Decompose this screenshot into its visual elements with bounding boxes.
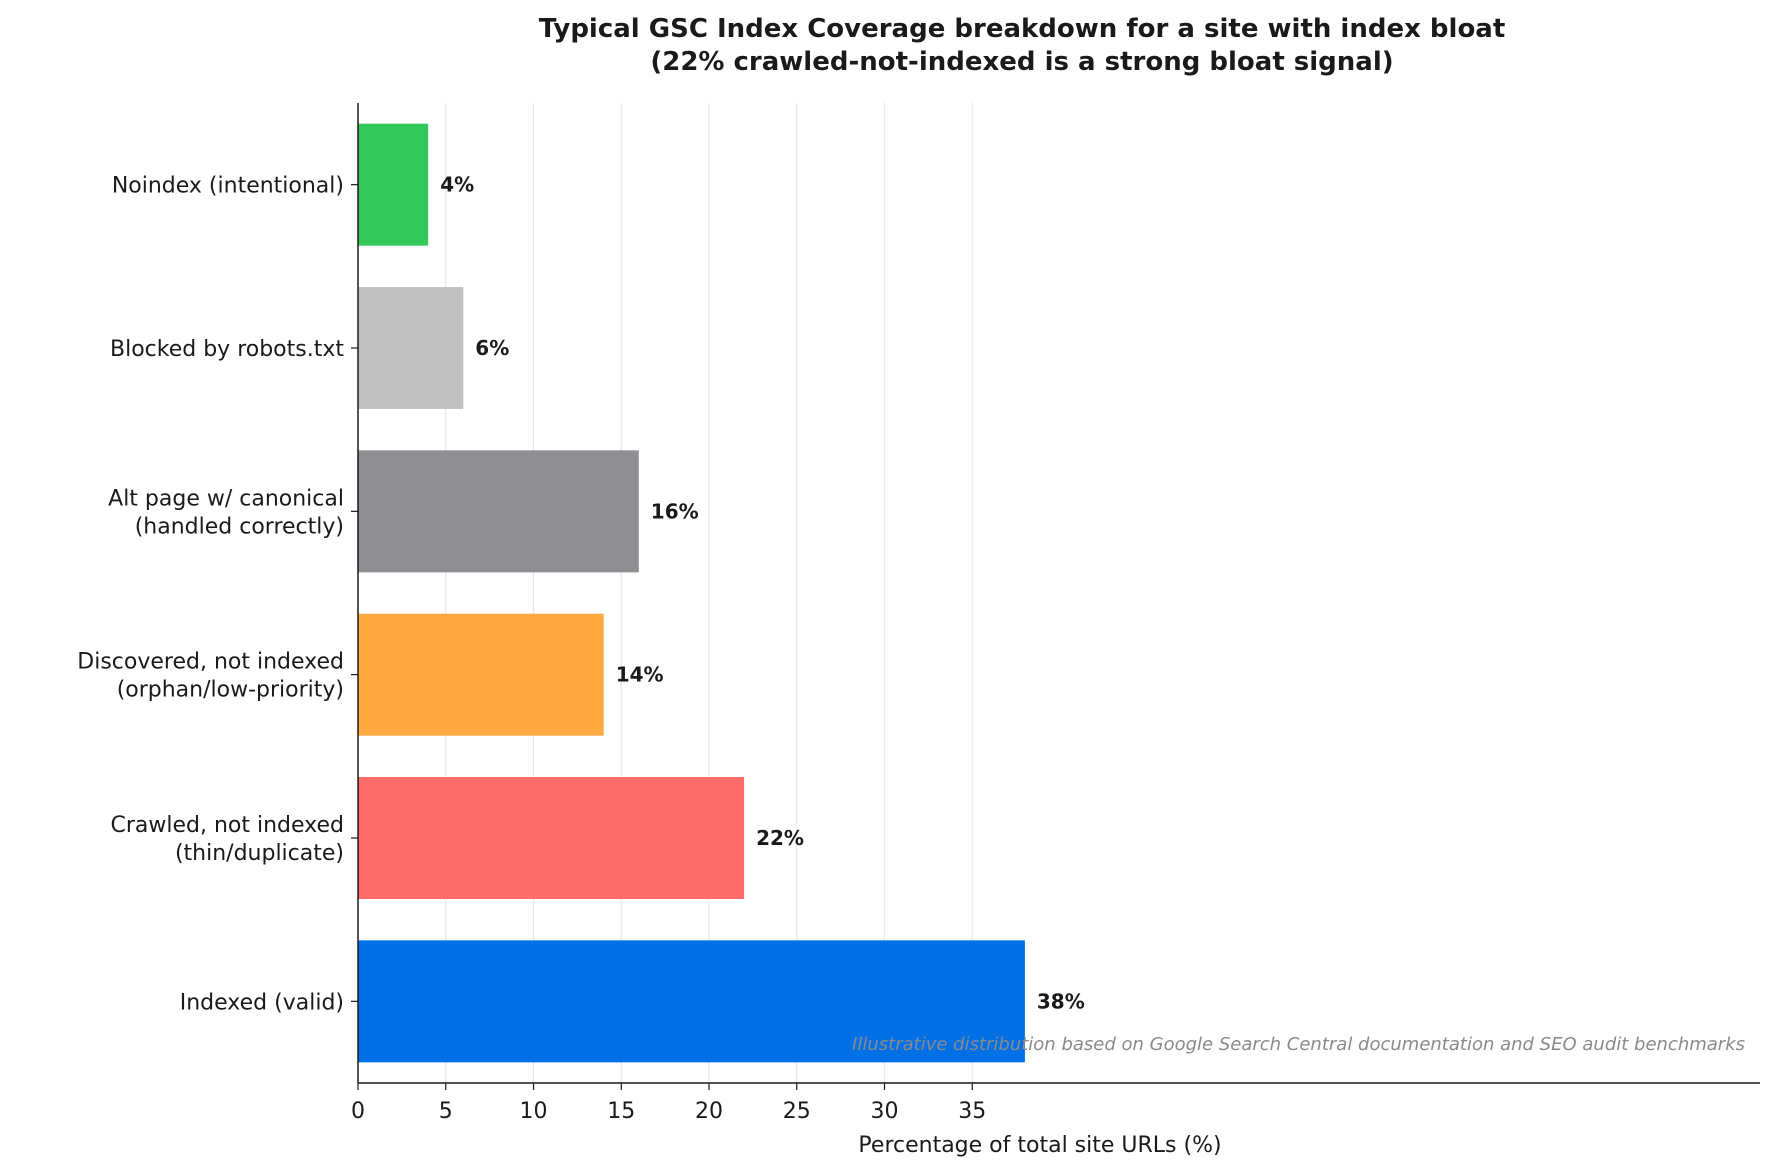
bar xyxy=(358,777,745,899)
x-axis-label: Percentage of total site URLs (%) xyxy=(858,1133,1221,1158)
x-tick-label: 25 xyxy=(783,1099,811,1124)
y-tick-label: Discovered, not indexed xyxy=(77,650,344,675)
y-tick-label: Crawled, not indexed xyxy=(110,813,344,838)
y-tick-label: (orphan/low-priority) xyxy=(117,678,344,703)
bar-value-label: 38% xyxy=(1037,989,1085,1013)
x-tick-label: 30 xyxy=(871,1099,899,1124)
x-tick-label: 20 xyxy=(695,1099,723,1124)
bar xyxy=(358,287,464,409)
bar-value-label: 6% xyxy=(475,336,509,360)
x-tick-label: 5 xyxy=(439,1099,453,1124)
x-tick-label: 0 xyxy=(351,1099,365,1124)
y-tick-label: (thin/duplicate) xyxy=(175,841,344,866)
y-tick-label: Indexed (valid) xyxy=(180,990,344,1015)
bars-group: 38% 22% 14% 16% 6% 4% xyxy=(358,123,1085,1063)
bar-value-label: 4% xyxy=(440,173,474,197)
x-tick-label: 10 xyxy=(520,1099,548,1124)
y-tick-label: Noindex (intentional) xyxy=(112,174,344,199)
bar xyxy=(358,450,639,573)
gridlines xyxy=(445,103,973,1083)
y-tick-label: (handled correctly) xyxy=(135,514,344,539)
bar-value-label: 22% xyxy=(756,826,804,850)
chart-title-line2: (22% crawled-not-indexed is a strong blo… xyxy=(650,47,1393,77)
y-axis: Indexed (valid) Crawled, not indexed (thin… xyxy=(77,103,359,1083)
y-tick-label: Blocked by robots.txt xyxy=(110,337,344,362)
x-axis: 0 5 10 15 20 25 30 35 xyxy=(351,1082,1760,1124)
bar xyxy=(358,613,604,736)
x-tick-label: 35 xyxy=(958,1099,986,1124)
x-tick-label: 15 xyxy=(607,1099,635,1124)
bar xyxy=(358,123,429,246)
chart-title-line1: Typical GSC Index Coverage breakdown for… xyxy=(539,14,1506,44)
bar xyxy=(358,940,1025,1063)
bar-value-label: 16% xyxy=(651,499,699,523)
footnote-annotation: Illustrative distribution based on Googl… xyxy=(852,1034,1745,1055)
y-tick-label: Alt page w/ canonical xyxy=(108,486,344,511)
bar-value-label: 14% xyxy=(616,663,664,687)
